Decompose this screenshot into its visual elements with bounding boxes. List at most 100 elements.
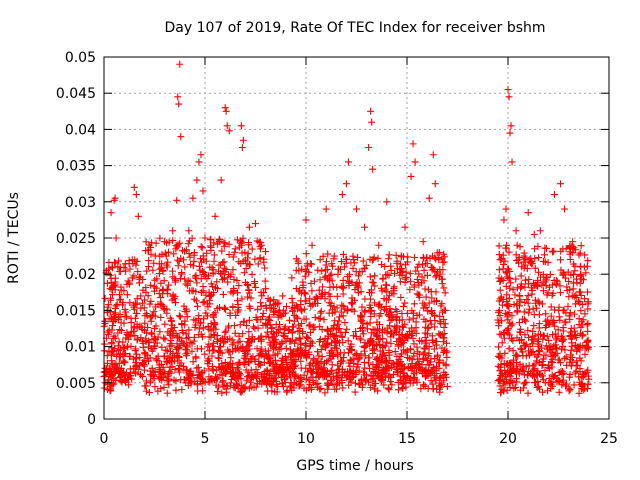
roti-point bbox=[208, 264, 216, 272]
roti-point bbox=[556, 289, 564, 297]
roti-point bbox=[502, 282, 510, 290]
roti-point bbox=[109, 291, 117, 299]
roti-point bbox=[242, 366, 250, 374]
roti-point bbox=[323, 341, 331, 349]
roti-point bbox=[500, 334, 508, 342]
roti-point bbox=[217, 261, 225, 269]
roti-peak-point bbox=[134, 212, 142, 220]
roti-point bbox=[231, 329, 239, 337]
roti-point bbox=[302, 364, 310, 372]
roti-point bbox=[548, 356, 556, 364]
roti-point bbox=[109, 347, 117, 355]
roti-point bbox=[442, 360, 450, 368]
roti-point bbox=[362, 371, 370, 379]
roti-point bbox=[234, 297, 242, 305]
roti-point bbox=[199, 283, 207, 291]
roti-peak-point bbox=[504, 86, 512, 94]
roti-point bbox=[425, 286, 433, 294]
roti-point bbox=[298, 320, 306, 328]
roti-peak-point bbox=[107, 209, 115, 217]
roti-point bbox=[130, 303, 138, 311]
roti-point bbox=[506, 367, 514, 375]
roti-point bbox=[224, 278, 232, 286]
roti-point bbox=[264, 347, 272, 355]
roti-point bbox=[253, 345, 261, 353]
roti-point bbox=[507, 279, 515, 287]
roti-point bbox=[354, 282, 362, 290]
roti-point bbox=[215, 354, 223, 362]
roti-point bbox=[262, 319, 270, 327]
roti-point bbox=[167, 337, 175, 345]
roti-point bbox=[332, 373, 340, 381]
roti-point bbox=[399, 323, 407, 331]
roti-point bbox=[292, 313, 300, 321]
roti-point bbox=[544, 289, 552, 297]
roti-peak-point bbox=[496, 350, 504, 358]
roti-point bbox=[512, 358, 520, 366]
roti-point bbox=[412, 318, 420, 326]
roti-point bbox=[436, 359, 444, 367]
roti-peak-point bbox=[435, 248, 443, 256]
roti-point bbox=[511, 291, 519, 299]
roti-point bbox=[228, 376, 236, 384]
roti-point bbox=[438, 331, 446, 339]
roti-point bbox=[541, 278, 549, 286]
roti-point bbox=[419, 253, 427, 261]
roti-point bbox=[190, 249, 198, 257]
roti-point bbox=[509, 366, 517, 374]
roti-point bbox=[314, 299, 322, 307]
roti-point bbox=[577, 242, 585, 250]
roti-point bbox=[163, 389, 171, 397]
roti-point bbox=[338, 332, 346, 340]
roti-point bbox=[569, 285, 577, 293]
roti-point bbox=[578, 380, 586, 388]
roti-point bbox=[287, 379, 295, 387]
roti-peak-point bbox=[530, 230, 538, 238]
roti-point bbox=[254, 324, 262, 332]
roti-point bbox=[218, 389, 226, 397]
roti-point bbox=[340, 263, 348, 271]
roti-point bbox=[302, 250, 310, 258]
roti-point bbox=[420, 381, 428, 389]
roti-point bbox=[328, 330, 336, 338]
roti-point bbox=[162, 252, 170, 260]
roti-peak-point bbox=[217, 176, 225, 184]
roti-peak-point bbox=[441, 306, 449, 314]
roti-point bbox=[381, 286, 389, 294]
roti-point bbox=[436, 388, 444, 396]
roti-point bbox=[288, 329, 296, 337]
roti-point bbox=[148, 329, 156, 337]
roti-point bbox=[332, 331, 340, 339]
roti-peak-point bbox=[561, 205, 569, 213]
roti-point bbox=[531, 332, 539, 340]
roti-point bbox=[525, 305, 533, 313]
roti-point bbox=[121, 306, 129, 314]
roti-point bbox=[307, 373, 315, 381]
roti-point bbox=[376, 300, 384, 308]
roti-point bbox=[378, 261, 386, 269]
roti-point bbox=[197, 243, 205, 251]
roti-point bbox=[498, 317, 506, 325]
roti-point bbox=[142, 387, 150, 395]
roti-point bbox=[501, 257, 509, 265]
roti-point bbox=[334, 366, 342, 374]
roti-point bbox=[103, 386, 111, 394]
roti-point bbox=[252, 365, 260, 373]
roti-point bbox=[500, 260, 508, 268]
roti-point bbox=[512, 251, 520, 259]
roti-point bbox=[239, 343, 247, 351]
roti-peak-point bbox=[505, 93, 513, 101]
roti-point bbox=[128, 274, 136, 282]
roti-point bbox=[419, 299, 427, 307]
roti-point bbox=[247, 378, 255, 386]
roti-point bbox=[412, 267, 420, 275]
roti-point bbox=[252, 283, 260, 291]
roti-point bbox=[321, 266, 329, 274]
roti-point bbox=[167, 317, 175, 325]
roti-point bbox=[357, 376, 365, 384]
roti-point bbox=[356, 334, 364, 342]
roti-point bbox=[414, 263, 422, 271]
roti-peak-point bbox=[569, 238, 577, 246]
roti-point bbox=[307, 260, 315, 268]
